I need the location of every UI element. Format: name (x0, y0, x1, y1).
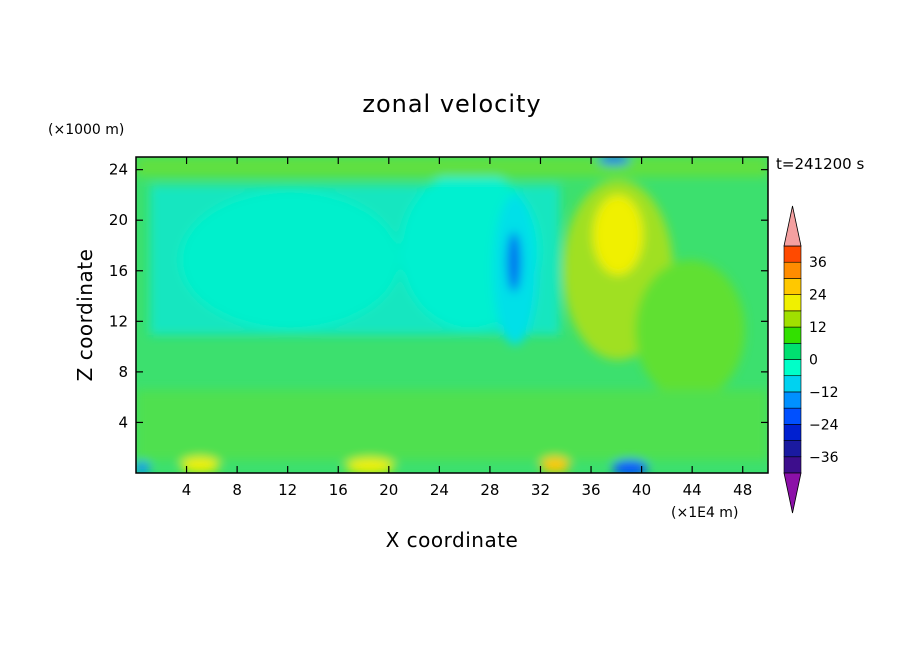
colorbar-swatch (783, 245, 802, 263)
colorbar-over-triangle (783, 205, 802, 247)
colorbar-label: 36 (809, 255, 827, 271)
y-tick-label: 4 (118, 413, 128, 431)
colorbar-label: −36 (809, 450, 839, 466)
field-lower-band (136, 390, 768, 460)
x-tick-label: 12 (278, 481, 297, 499)
x-axis-label: X coordinate (386, 528, 519, 552)
chart-title: zonal velocity (362, 90, 541, 118)
colorbar-swatch (783, 326, 802, 344)
field-blue-core (507, 232, 521, 292)
colorbar-swatch (783, 342, 802, 360)
colorbar-swatch (783, 440, 802, 458)
plot-frame (135, 156, 769, 474)
x-tick-label: 48 (733, 481, 752, 499)
x-tick-label: 28 (480, 481, 499, 499)
x-unit-label: (×1E4 m) (671, 505, 738, 521)
y-tick-label: 16 (109, 262, 128, 280)
contour-field (136, 157, 768, 473)
colorbar-swatch (783, 375, 802, 393)
colorbar: 36 24 12 0 −12 −24 −36 (783, 205, 839, 514)
colorbar-label: 0 (809, 353, 818, 369)
field-top-strip (136, 157, 768, 177)
x-axis-ticks: 4 8 12 16 20 24 28 32 36 40 44 48 (182, 157, 752, 499)
field-yellow-core (593, 195, 643, 275)
time-label: t=241200 s (776, 155, 864, 173)
colorbar-swatch (783, 424, 802, 441)
colorbar-swatch (783, 391, 802, 409)
y-axis-label: Z coordinate (73, 249, 97, 382)
colorbar-swatch (783, 456, 802, 474)
y-tick-label: 20 (109, 211, 128, 229)
colorbar-swatch (783, 407, 802, 425)
colorbar-label: 12 (809, 320, 827, 336)
field-cyan-left (180, 190, 400, 330)
y-unit-label: (×1000 m) (48, 122, 124, 138)
colorbar-label: 24 (809, 288, 827, 304)
colorbar-label: −12 (809, 385, 839, 401)
y-axis-ticks: 4 8 12 16 20 24 (109, 161, 768, 431)
field-bottom-yellow-b (345, 458, 395, 473)
x-tick-label: 44 (683, 481, 702, 499)
colorbar-swatch (783, 261, 802, 279)
colorbar-under-triangle (783, 472, 802, 514)
x-tick-label: 20 (379, 481, 398, 499)
x-tick-label: 4 (182, 481, 192, 499)
colorbar-swatch (783, 278, 802, 295)
y-tick-label: 12 (109, 312, 128, 330)
field-bottom-yellow-a (180, 457, 220, 473)
field-bottom-orange (540, 457, 570, 473)
x-tick-label: 16 (329, 481, 348, 499)
x-tick-label: 36 (581, 481, 600, 499)
x-tick-label: 8 (232, 481, 242, 499)
colorbar-swatch (783, 359, 802, 377)
x-tick-label: 32 (531, 481, 550, 499)
field-bottom-left-blue (136, 462, 150, 473)
x-tick-label: 24 (430, 481, 449, 499)
x-tick-label: 40 (632, 481, 651, 499)
field-bottom-blue (612, 460, 648, 473)
y-tick-label: 8 (118, 363, 128, 381)
colorbar-swatch (783, 294, 802, 312)
y-tick-label: 24 (109, 161, 128, 179)
field-top-blue (598, 157, 630, 164)
colorbar-label: −24 (809, 417, 839, 433)
colorbar-swatch (783, 310, 802, 328)
field-green-right (635, 260, 745, 400)
